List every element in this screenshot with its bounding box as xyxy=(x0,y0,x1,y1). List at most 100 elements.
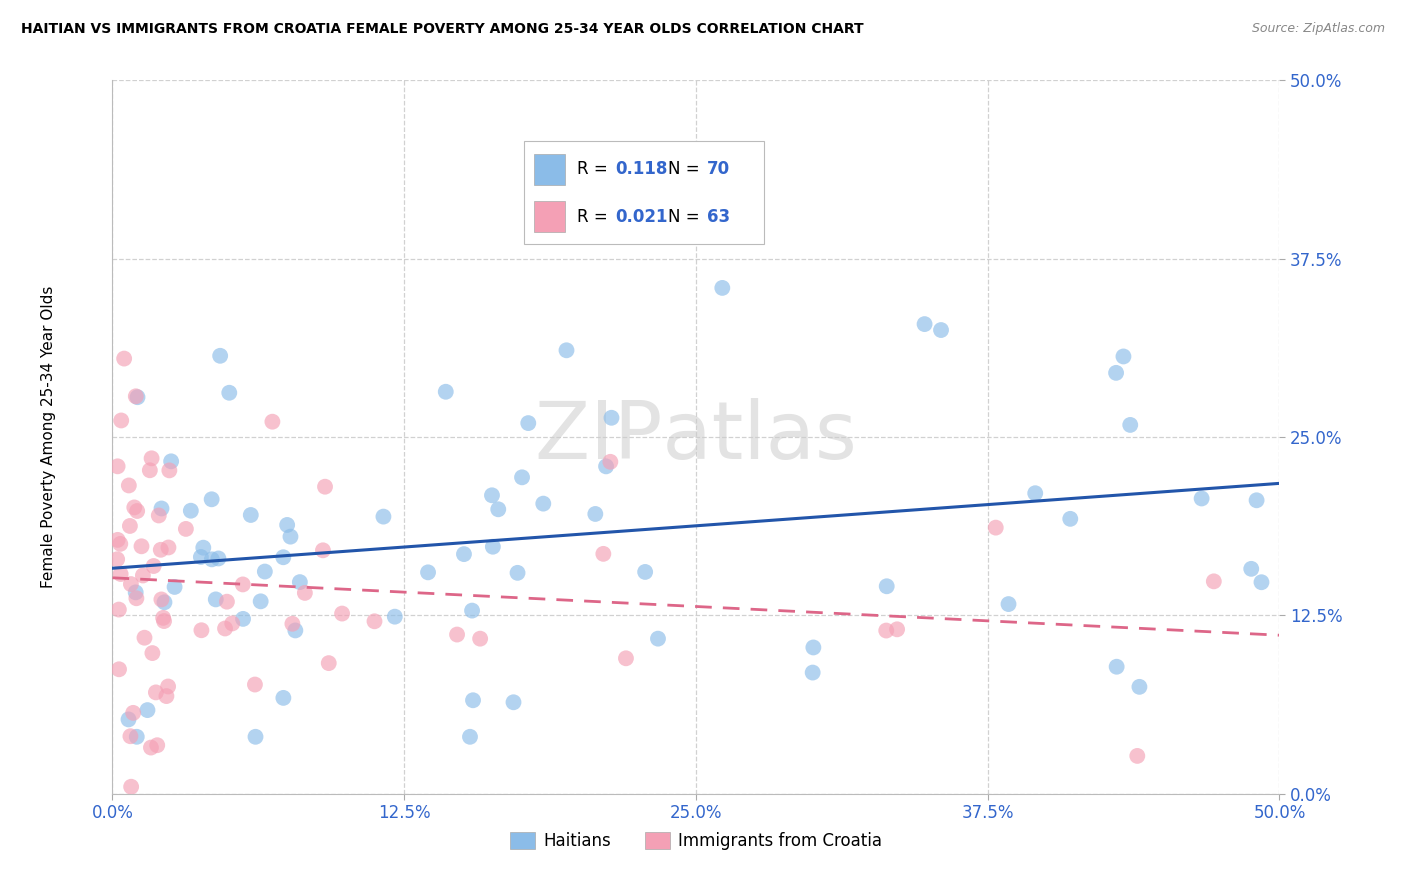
Text: 70: 70 xyxy=(707,161,730,178)
Immigrants from Croatia xyxy=(294,586,316,600)
Immigrants from Croatia xyxy=(318,656,340,670)
Haitians xyxy=(201,492,224,507)
Immigrants from Croatia xyxy=(312,543,335,558)
Haitians xyxy=(1128,680,1150,694)
Text: Female Poverty Among 25-34 Year Olds: Female Poverty Among 25-34 Year Olds xyxy=(41,286,56,588)
Immigrants from Croatia xyxy=(132,568,155,582)
Text: HAITIAN VS IMMIGRANTS FROM CROATIA FEMALE POVERTY AMONG 25-34 YEAR OLDS CORRELAT: HAITIAN VS IMMIGRANTS FROM CROATIA FEMAL… xyxy=(21,22,863,37)
Haitians xyxy=(190,549,212,564)
Immigrants from Croatia xyxy=(174,522,197,536)
Text: R =: R = xyxy=(578,208,613,226)
Immigrants from Croatia xyxy=(141,646,163,660)
Haitians xyxy=(201,552,224,566)
Immigrants from Croatia xyxy=(148,508,170,523)
Immigrants from Croatia xyxy=(122,706,145,720)
Haitians xyxy=(1112,350,1135,364)
Immigrants from Croatia xyxy=(139,740,162,755)
Haitians xyxy=(876,579,898,593)
Immigrants from Croatia xyxy=(110,413,132,427)
Haitians xyxy=(711,281,734,295)
Immigrants from Croatia xyxy=(146,738,169,752)
Immigrants from Croatia xyxy=(127,504,149,518)
Haitians xyxy=(1250,575,1272,590)
Haitians xyxy=(384,609,406,624)
Immigrants from Croatia xyxy=(281,616,304,631)
Haitians xyxy=(801,665,824,680)
Immigrants from Croatia xyxy=(599,455,621,469)
Haitians xyxy=(486,502,509,516)
Haitians xyxy=(136,703,159,717)
Haitians xyxy=(209,349,232,363)
Immigrants from Croatia xyxy=(886,623,908,637)
Haitians xyxy=(595,459,617,474)
Immigrants from Croatia xyxy=(120,577,142,591)
Haitians xyxy=(125,730,148,744)
Legend: Haitians, Immigrants from Croatia: Haitians, Immigrants from Croatia xyxy=(503,825,889,857)
Immigrants from Croatia xyxy=(153,614,176,628)
Haitians xyxy=(253,565,276,579)
Haitians xyxy=(239,508,262,522)
Haitians xyxy=(506,566,529,580)
Haitians xyxy=(163,580,186,594)
Immigrants from Croatia xyxy=(214,622,236,636)
Immigrants from Croatia xyxy=(118,478,141,492)
Immigrants from Croatia xyxy=(314,480,336,494)
Haitians xyxy=(1246,493,1268,508)
Haitians xyxy=(153,595,176,609)
Immigrants from Croatia xyxy=(124,500,146,515)
Haitians xyxy=(555,343,578,358)
Immigrants from Croatia xyxy=(1126,748,1149,763)
Immigrants from Croatia xyxy=(145,685,167,699)
Haitians xyxy=(531,497,554,511)
FancyBboxPatch shape xyxy=(524,141,765,244)
Haitians xyxy=(914,317,936,331)
Immigrants from Croatia xyxy=(107,459,129,474)
Immigrants from Croatia xyxy=(142,559,165,574)
Haitians xyxy=(647,632,669,646)
Immigrants from Croatia xyxy=(446,627,468,641)
Immigrants from Croatia xyxy=(105,552,128,566)
Haitians xyxy=(204,592,226,607)
Haitians xyxy=(1105,366,1128,380)
Haitians xyxy=(458,730,481,744)
Immigrants from Croatia xyxy=(110,566,132,581)
Haitians xyxy=(218,385,240,400)
Haitians xyxy=(502,695,524,709)
Immigrants from Croatia xyxy=(157,463,180,477)
Immigrants from Croatia xyxy=(232,577,254,591)
Haitians xyxy=(280,530,302,544)
Haitians xyxy=(434,384,457,399)
Haitians xyxy=(482,540,505,554)
Immigrants from Croatia xyxy=(139,463,162,477)
Haitians xyxy=(193,541,215,555)
Immigrants from Croatia xyxy=(875,624,897,638)
Haitians xyxy=(373,509,395,524)
Immigrants from Croatia xyxy=(152,611,174,625)
Haitians xyxy=(127,390,149,404)
Haitians xyxy=(207,551,229,566)
Immigrants from Croatia xyxy=(221,616,243,631)
Haitians xyxy=(1119,417,1142,432)
Text: 0.021: 0.021 xyxy=(616,208,668,226)
Immigrants from Croatia xyxy=(363,615,385,629)
Text: 0.118: 0.118 xyxy=(616,161,668,178)
Haitians xyxy=(276,517,298,532)
Haitians xyxy=(160,454,183,468)
Haitians xyxy=(273,690,295,705)
Immigrants from Croatia xyxy=(155,689,177,703)
Haitians xyxy=(634,565,657,579)
Haitians xyxy=(481,488,503,502)
Immigrants from Croatia xyxy=(215,595,238,609)
Immigrants from Croatia xyxy=(107,533,129,547)
Immigrants from Croatia xyxy=(134,631,156,645)
Haitians xyxy=(1191,491,1213,506)
Haitians xyxy=(929,323,952,337)
Immigrants from Croatia xyxy=(108,602,131,616)
Haitians xyxy=(1105,659,1128,673)
Haitians xyxy=(232,612,254,626)
Immigrants from Croatia xyxy=(157,541,180,555)
Haitians xyxy=(510,470,533,484)
Text: 63: 63 xyxy=(707,208,730,226)
Text: N =: N = xyxy=(668,161,706,178)
Haitians xyxy=(997,597,1019,611)
